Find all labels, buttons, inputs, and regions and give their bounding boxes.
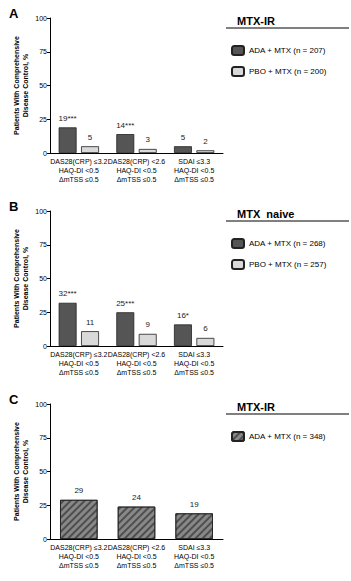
svg-text:HAQ-DI <0.5: HAQ-DI <0.5	[174, 167, 214, 175]
svg-text:ΔmTSS ≤0.5: ΔmTSS ≤0.5	[117, 562, 157, 569]
svg-text:100: 100	[35, 401, 47, 408]
svg-text:0: 0	[43, 150, 47, 157]
svg-text:100: 100	[35, 15, 47, 22]
svg-text:PBO + MTX (n = 257): PBO + MTX (n = 257)	[249, 260, 327, 269]
svg-text:Disease Control, %: Disease Control, %	[22, 53, 30, 117]
svg-text:25***: 25***	[116, 299, 134, 308]
svg-text:MTX naive: MTX naive	[237, 208, 294, 220]
svg-text:Patients With Comprehensive: Patients With Comprehensive	[13, 36, 21, 135]
svg-text:5: 5	[88, 133, 93, 142]
svg-text:100: 100	[35, 208, 47, 215]
svg-text:24: 24	[132, 493, 141, 502]
svg-text:HAQ-DI <0.5: HAQ-DI <0.5	[116, 553, 156, 561]
svg-text:19: 19	[190, 500, 199, 509]
svg-text:HAQ-DI <0.5: HAQ-DI <0.5	[174, 360, 214, 368]
svg-text:ADA + MTX (n = 207): ADA + MTX (n = 207)	[249, 46, 326, 55]
svg-text:2: 2	[203, 137, 208, 146]
svg-text:11: 11	[86, 318, 95, 327]
svg-text:A: A	[9, 6, 19, 21]
svg-text:ΔmTSS ≤0.5: ΔmTSS ≤0.5	[117, 176, 157, 183]
svg-text:32***: 32***	[58, 289, 76, 298]
svg-text:0: 0	[43, 536, 47, 543]
svg-text:19***: 19***	[58, 114, 76, 123]
svg-text:ΔmTSS ≤0.5: ΔmTSS ≤0.5	[59, 369, 99, 376]
svg-text:ΔmTSS ≤0.5: ΔmTSS ≤0.5	[117, 369, 157, 376]
svg-text:Disease Control, %: Disease Control, %	[22, 439, 30, 503]
svg-text:75: 75	[39, 434, 47, 441]
svg-text:5: 5	[181, 133, 186, 142]
svg-text:PBO + MTX (n = 200): PBO + MTX (n = 200)	[249, 67, 327, 76]
svg-text:SDAI ≤3.3: SDAI ≤3.3	[178, 544, 210, 551]
svg-text:14***: 14***	[116, 121, 134, 130]
svg-text:MTX-IR: MTX-IR	[237, 15, 275, 27]
svg-text:Disease Control, %: Disease Control, %	[22, 246, 30, 310]
svg-text:DAS28(CRP) <2.6: DAS28(CRP) <2.6	[108, 544, 165, 552]
svg-text:C: C	[9, 392, 19, 407]
svg-text:25: 25	[39, 309, 47, 316]
svg-text:Patients With Comprehensive: Patients With Comprehensive	[13, 422, 21, 521]
svg-text:SDAI ≤3.3: SDAI ≤3.3	[178, 351, 210, 358]
svg-text:3: 3	[145, 135, 150, 144]
svg-text:MTX-IR: MTX-IR	[237, 401, 275, 413]
svg-text:DAS28(CRP) ≤3.2: DAS28(CRP) ≤3.2	[50, 544, 107, 552]
svg-text:50: 50	[39, 275, 47, 282]
svg-text:HAQ-DI <0.5: HAQ-DI <0.5	[174, 553, 214, 561]
svg-text:6: 6	[203, 324, 208, 333]
svg-text:HAQ-DI <0.5: HAQ-DI <0.5	[116, 167, 156, 175]
svg-text:9: 9	[145, 320, 150, 329]
svg-text:75: 75	[39, 48, 47, 55]
svg-text:ADA + MTX (n = 348): ADA + MTX (n = 348)	[249, 432, 326, 441]
svg-text:HAQ-DI <0.5: HAQ-DI <0.5	[59, 167, 99, 175]
svg-text:25: 25	[39, 502, 47, 509]
svg-text:50: 50	[39, 82, 47, 89]
svg-text:ΔmTSS ≤0.5: ΔmTSS ≤0.5	[174, 176, 214, 183]
svg-text:DAS28(CRP) <2.6: DAS28(CRP) <2.6	[108, 351, 165, 359]
svg-text:DAS28(CRP) <2.6: DAS28(CRP) <2.6	[108, 158, 165, 166]
svg-text:ΔmTSS ≤0.5: ΔmTSS ≤0.5	[59, 176, 99, 183]
svg-text:HAQ-DI <0.5: HAQ-DI <0.5	[59, 360, 99, 368]
svg-text:HAQ-DI <0.5: HAQ-DI <0.5	[116, 360, 156, 368]
svg-text:50: 50	[39, 468, 47, 475]
svg-text:ADA + MTX (n = 268): ADA + MTX (n = 268)	[249, 239, 326, 248]
svg-text:29: 29	[74, 486, 83, 495]
svg-text:DAS28(CRP) ≤3.2: DAS28(CRP) ≤3.2	[50, 351, 107, 359]
svg-text:ΔmTSS ≤0.5: ΔmTSS ≤0.5	[59, 562, 99, 569]
svg-text:ΔmTSS ≤0.5: ΔmTSS ≤0.5	[174, 369, 214, 376]
svg-text:25: 25	[39, 116, 47, 123]
svg-text:HAQ-DI <0.5: HAQ-DI <0.5	[59, 553, 99, 561]
svg-text:B: B	[9, 199, 18, 214]
svg-text:Patients With Comprehensive: Patients With Comprehensive	[13, 229, 21, 328]
svg-text:DAS28(CRP) ≤3.2: DAS28(CRP) ≤3.2	[50, 158, 107, 166]
svg-text:0: 0	[43, 343, 47, 350]
svg-text:SDAI ≤3.3: SDAI ≤3.3	[178, 158, 210, 165]
svg-text:16*: 16*	[177, 311, 189, 320]
svg-text:75: 75	[39, 241, 47, 248]
svg-text:ΔmTSS ≤0.5: ΔmTSS ≤0.5	[174, 562, 214, 569]
